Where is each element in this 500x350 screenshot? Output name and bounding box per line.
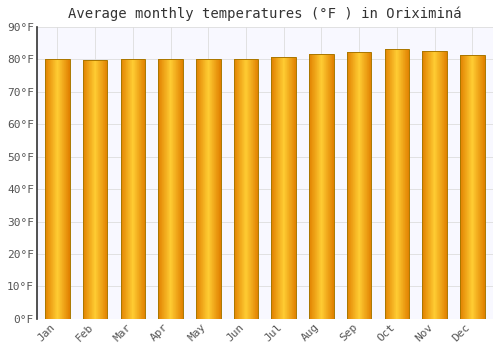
Bar	[422, 51, 447, 319]
Bar	[196, 59, 220, 319]
Bar	[272, 57, 296, 319]
Bar	[158, 59, 183, 319]
Bar	[347, 52, 372, 319]
Bar	[120, 59, 145, 319]
Bar	[309, 54, 334, 319]
Bar	[234, 59, 258, 319]
Bar	[45, 59, 70, 319]
Bar	[460, 55, 484, 319]
Title: Average monthly temperatures (°F ) in Oriximiná: Average monthly temperatures (°F ) in Or…	[68, 7, 462, 21]
Bar	[83, 60, 108, 319]
Bar	[384, 49, 409, 319]
